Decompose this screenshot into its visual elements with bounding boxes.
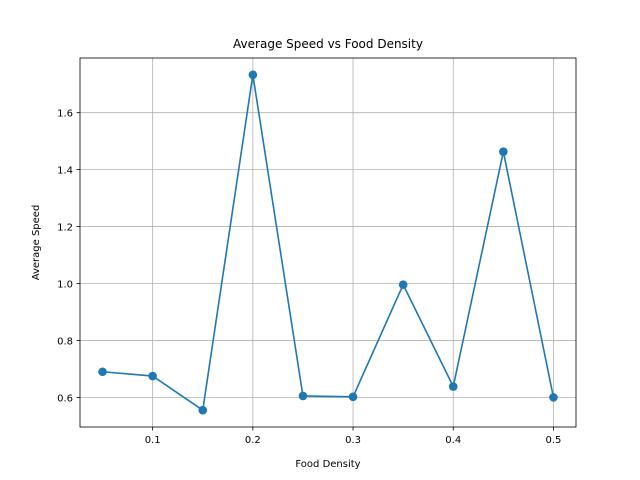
data-point (549, 393, 558, 402)
plot-area-frame (79, 57, 577, 428)
y-tick-label: 1.0 (57, 280, 73, 291)
y-tick-label: 0.6 (57, 393, 73, 404)
data-point (448, 382, 458, 391)
x-tick-label: 0.5 (546, 435, 562, 446)
x-axis-label: Food Density (295, 459, 360, 470)
y-axis-label: Average Speed (31, 205, 42, 281)
x-tick-label: 0.3 (345, 435, 361, 446)
series-line (102, 73, 555, 412)
grid (80, 58, 576, 427)
y-tick-label: 1.4 (57, 166, 73, 177)
data-point (348, 392, 358, 402)
data-point (98, 367, 107, 377)
data-point (148, 371, 157, 381)
axis-ticks: 0.1 0.2 0.3 0.4 0.5 0.6 0.8 1.0 1.2 1.4 1.6 (57, 109, 561, 446)
data-point (398, 280, 408, 289)
x-tick-label: 0.4 (445, 435, 461, 446)
data-point (298, 391, 308, 401)
data-point (499, 147, 508, 156)
chart-title: Average Speed vs Food Density (233, 37, 423, 51)
y-tick-label: 0.8 (57, 336, 73, 347)
data-point (248, 70, 258, 80)
x-tick-label: 0.1 (145, 435, 161, 446)
data-point (198, 405, 208, 415)
series-layer (98, 70, 558, 415)
y-tick-label: 1.2 (57, 223, 73, 234)
x-tick-label: 0.2 (245, 435, 261, 446)
y-tick-label: 1.6 (57, 109, 73, 120)
